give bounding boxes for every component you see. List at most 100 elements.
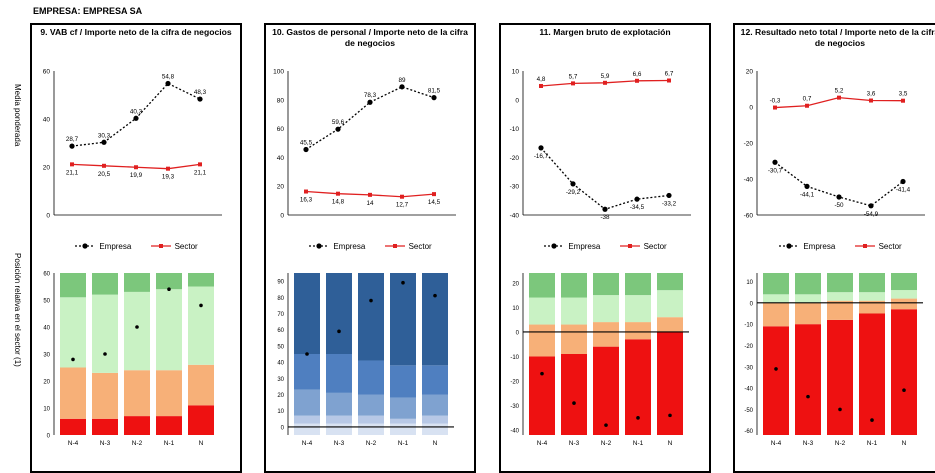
legend-sector: Sector [854,241,902,251]
sector-data-label: 20,5 [98,171,111,178]
bar-x-tick: N-2 [132,440,143,447]
empresa-point [335,126,341,132]
line-y-tick: -10 [510,126,520,133]
bar-segment [60,297,86,368]
sector-data-label: 5,7 [569,73,578,80]
legend-empresa-label: Empresa [568,241,601,251]
legend: Empresa Sector [501,241,709,251]
sector-data-label: 19,9 [130,172,143,179]
bar-segment [390,365,416,398]
legend-empresa: Empresa [543,241,601,251]
bar-y-tick: -10 [510,355,519,361]
legend-empresa-swatch [308,242,330,250]
bar-segment [188,405,214,435]
bar-segment [358,415,384,424]
bar-x-tick: N-3 [100,440,111,447]
empresa-data-label: 59,6 [332,119,345,126]
bar-segment [561,354,587,435]
bar-empresa-point [902,388,906,393]
bar-segment [60,418,86,435]
empresa-data-label: -50 [834,202,844,209]
bar-y-tick: 10 [43,407,50,413]
sector-data-label: 4,8 [537,76,546,83]
bar-empresa-point [337,329,341,334]
empresa-marker-icon [75,243,96,249]
bar-segment [529,273,555,298]
bar-x-tick: N [668,440,673,447]
legend-square [158,244,163,249]
bar-segment [529,356,555,435]
sector-data-label: 12,7 [396,202,409,209]
bar-segment [657,331,683,435]
sector-data-label: 19,3 [162,174,175,181]
empresa-point [570,181,576,187]
bar-y-tick: 20 [512,281,519,287]
line-y-tick: 40 [277,155,285,162]
sector-data-label: 21,1 [194,169,207,176]
bar-segment [92,372,118,419]
sector-data-label: 16,3 [300,197,313,204]
legend-sector-swatch [384,242,406,250]
bar-y-tick: 30 [277,377,284,383]
empresa-data-label: -29,2 [566,189,581,196]
line-y-tick: 0 [749,105,753,112]
bar-segment [763,273,789,295]
legend-empresa-label: Empresa [333,241,366,251]
empresa-series-line [305,86,435,151]
bar-x-tick: N-4 [68,440,79,447]
sector-data-label: 5,2 [835,88,844,95]
bar-y-tick: 0 [750,301,754,307]
bar-segment [60,367,86,419]
panel-title: 10. Gastos de personal / Importe neto de… [272,27,468,48]
panel-svg: 10080604020045,516,359,614,878,3148912,7… [273,69,456,447]
bar-empresa-point [668,413,672,418]
panel-title: 12. Resultado neto total / Importe neto … [740,27,935,48]
legend: Empresa Sector [735,241,935,251]
posicion-relativa-label: Posición relativa en el sector (1) [13,253,22,367]
bar-y-tick: 40 [43,326,50,332]
bar-segment [529,324,555,357]
bar-segment [593,295,619,323]
bar-y-tick: 10 [746,280,753,286]
bar-segment [326,354,352,393]
bar-segment [92,418,118,435]
bar-y-tick: 90 [277,280,284,286]
bar-y-tick: -20 [744,344,753,350]
empresa-data-label: -41,4 [896,187,911,194]
empresa-point [900,178,906,185]
bar-empresa-point [401,280,405,285]
bar-empresa-point [774,367,778,371]
bar-x-tick: N [433,440,438,447]
bar-y-tick: -30 [510,404,519,410]
bar-segment [156,416,182,435]
bar-segment [593,322,619,347]
bar-x-tick: N-2 [835,440,846,447]
bar-segment [422,365,448,395]
legend: Empresa Sector [266,241,474,251]
sector-point [635,78,639,83]
panel-title: 11. Margen bruto de explotación [539,27,671,37]
chart-panel-10: 10. Gastos de personal / Importe neto de… [264,23,476,473]
bar-segment [657,290,683,318]
bar-segment [625,322,651,340]
sector-data-label: 6,6 [633,71,642,78]
sector-point [70,162,74,167]
bar-y-tick: -40 [510,429,519,435]
bar-x-tick: N-1 [398,440,409,447]
bar-segment [891,290,917,299]
bar-segment [156,370,182,417]
line-y-tick: 60 [43,69,51,76]
bar-segment [124,370,150,417]
legend-square [627,244,632,249]
bar-y-tick: 0 [516,330,520,336]
bar-y-tick: -10 [744,323,753,329]
bar-segment [358,394,384,416]
bar-segment [390,418,416,424]
line-y-tick: 40 [43,117,51,124]
sector-point [198,162,202,167]
legend-square [392,244,397,249]
bar-segment [294,423,320,435]
empresa-point [634,196,640,202]
bar-x-tick: N-4 [302,440,313,447]
line-y-tick: 100 [273,69,284,76]
